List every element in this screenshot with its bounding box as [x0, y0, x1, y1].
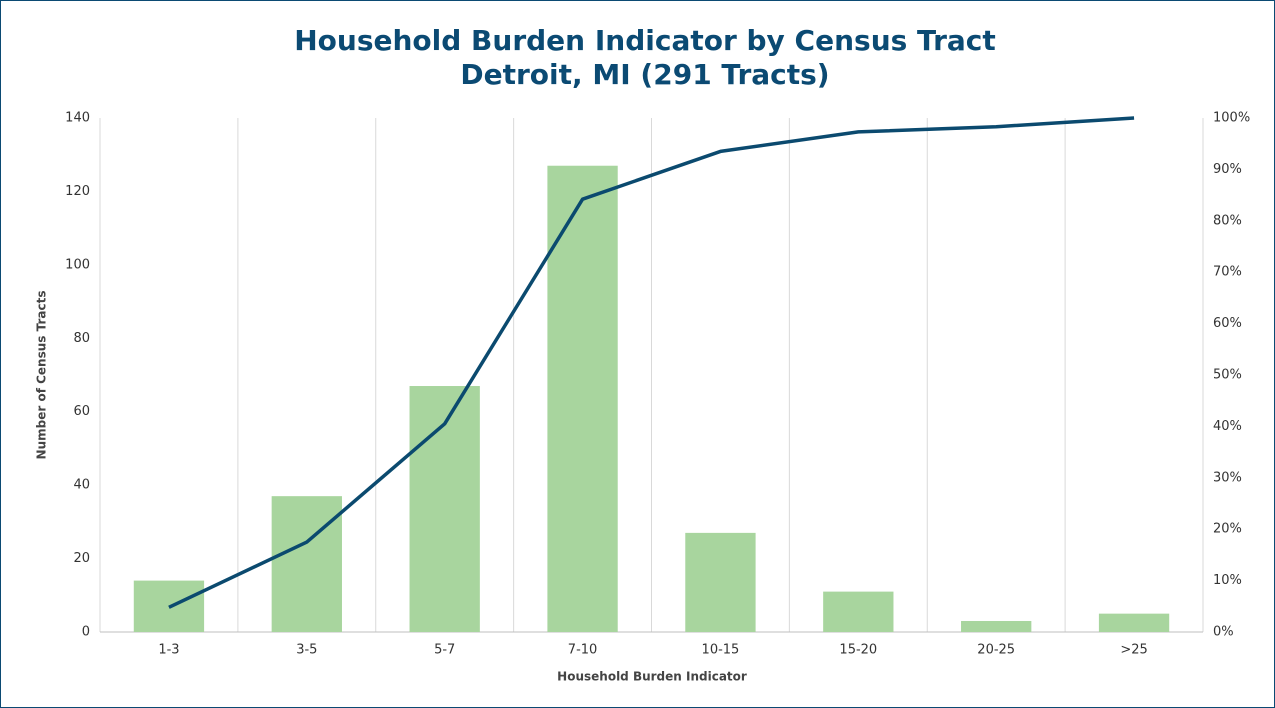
- y2-tick-label: 90%: [1213, 162, 1242, 177]
- y2-tick-label: 10%: [1213, 573, 1242, 588]
- x-tick-label: 20-25: [977, 643, 1015, 658]
- bar: [271, 496, 342, 632]
- y2-tick-label: 40%: [1213, 419, 1242, 434]
- y2-tick-label: 70%: [1213, 265, 1242, 280]
- y-axis-label: Number of Census Tracts: [35, 291, 49, 460]
- y2-tick-label: 100%: [1213, 111, 1250, 126]
- y2-tick-label: 50%: [1213, 368, 1242, 383]
- x-axis-label: Household Burden Indicator: [557, 670, 747, 684]
- y-tick-label: 80: [73, 331, 90, 346]
- x-tick-label: >25: [1120, 643, 1147, 658]
- y-tick-label: 20: [73, 551, 90, 566]
- y-tick-label: 120: [65, 184, 90, 199]
- y2-tick-label: 60%: [1213, 316, 1242, 331]
- y-tick-label: 60: [73, 404, 90, 419]
- chart-subtitle: Detroit, MI (291 Tracts): [460, 58, 829, 91]
- bar: [961, 620, 1032, 632]
- bar: [1098, 613, 1170, 632]
- x-tick-label: 1-3: [158, 643, 179, 658]
- y-tick-label: 40: [73, 478, 90, 493]
- bar: [685, 532, 756, 632]
- y2-tick-label: 80%: [1213, 213, 1242, 228]
- x-tick-label: 10-15: [702, 643, 740, 658]
- bar: [409, 386, 480, 632]
- x-tick-label: 5-7: [434, 643, 455, 658]
- y-tick-label: 0: [82, 625, 90, 640]
- x-tick-label: 15-20: [839, 643, 877, 658]
- chart-title: Household Burden Indicator by Census Tra…: [294, 24, 996, 57]
- y-tick-label: 100: [65, 257, 90, 272]
- bar: [823, 591, 894, 632]
- bar: [547, 165, 618, 632]
- y2-tick-label: 0%: [1213, 625, 1234, 640]
- x-tick-label: 7-10: [568, 643, 598, 658]
- y2-tick-label: 30%: [1213, 470, 1242, 485]
- y2-tick-label: 20%: [1213, 522, 1242, 537]
- cumulative-line: [168, 116, 1135, 609]
- y-tick-label: 140: [65, 111, 90, 126]
- x-tick-label: 3-5: [296, 643, 317, 658]
